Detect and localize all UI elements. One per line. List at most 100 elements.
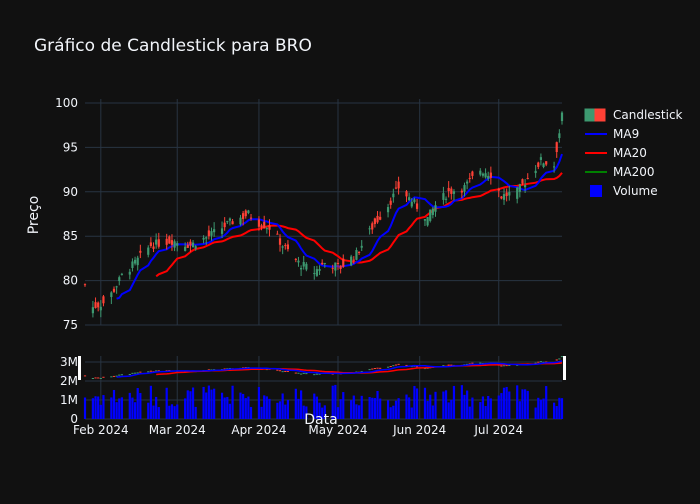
candle-body <box>379 216 382 220</box>
volume-bar <box>545 386 548 419</box>
range-slider-moving-averages <box>116 360 563 378</box>
volume-bar <box>534 407 537 419</box>
volume-bar <box>173 406 176 419</box>
volume-bar <box>276 402 279 419</box>
range-slider-right-handle[interactable] <box>563 356 566 380</box>
y-tick-label: 90 <box>63 185 78 199</box>
volume-bar <box>281 393 284 419</box>
volume-bars <box>83 384 564 419</box>
volume-bar <box>265 396 268 419</box>
volume-bar <box>226 396 229 419</box>
volume-bar <box>155 396 158 419</box>
volume-bar <box>500 393 503 419</box>
candle-body <box>202 237 205 240</box>
candle-body <box>321 262 324 265</box>
legend-item[interactable]: MA200 <box>585 165 654 179</box>
volume-bar <box>371 397 374 419</box>
legend-item[interactable]: MA9 <box>585 127 639 141</box>
candle-body <box>115 286 118 288</box>
mini-candle <box>360 371 363 373</box>
candle-body <box>131 261 134 268</box>
legend-item[interactable]: Volume <box>590 184 658 198</box>
volume-tick-label: 1M <box>60 393 78 407</box>
candle-body <box>305 263 308 270</box>
mini-candle <box>313 374 316 376</box>
candle-body <box>542 163 545 167</box>
volume-bar <box>149 385 152 419</box>
mini-candle <box>386 366 390 368</box>
candle-body <box>173 241 176 248</box>
mini-candle <box>278 370 282 372</box>
candle-body <box>331 267 334 269</box>
candle-body <box>410 201 413 207</box>
volume-bar <box>297 398 300 419</box>
candle-body <box>360 245 363 248</box>
price-moving-averages <box>116 153 563 300</box>
range-slider[interactable] <box>78 356 566 380</box>
volume-bar <box>207 385 210 419</box>
legend-item[interactable]: Candlestick <box>584 108 683 122</box>
mini-candle <box>560 356 564 358</box>
candle-body <box>394 187 398 189</box>
candle-body <box>286 244 290 250</box>
volume-bar <box>257 387 261 419</box>
candle-body <box>97 302 100 308</box>
candle-body <box>389 200 392 205</box>
candle-body <box>431 208 434 215</box>
volume-bar <box>210 389 213 419</box>
candle-body <box>83 284 87 286</box>
volume-bar <box>268 398 271 419</box>
mini-candle <box>392 365 395 367</box>
candle-body <box>168 236 171 244</box>
legend[interactable]: Candlestick MA9 MA20 MA200 Volume <box>584 108 683 198</box>
candle-body <box>450 188 453 194</box>
mini-candle <box>539 361 543 363</box>
candle-body <box>191 242 195 248</box>
range-slider-candles <box>83 356 564 379</box>
volume-bar <box>542 398 545 419</box>
candle-body <box>294 258 297 260</box>
candle-body <box>133 259 137 264</box>
candle-body <box>423 219 427 221</box>
mini-candle <box>131 372 134 374</box>
candle-body <box>112 288 116 292</box>
mini-candle <box>555 359 558 361</box>
volume-bar <box>442 391 445 419</box>
candle-body <box>518 184 521 192</box>
volume-bar <box>397 398 400 419</box>
candle-body <box>244 210 247 217</box>
volume-bar <box>392 405 395 419</box>
volume-bar <box>91 398 95 419</box>
candle-body <box>152 246 155 249</box>
candle-body <box>128 271 131 275</box>
volume-bar <box>152 405 155 419</box>
volume-bar <box>516 385 519 419</box>
mini-candle <box>207 369 210 371</box>
mini-candle <box>133 372 137 374</box>
volume-bar <box>147 402 150 419</box>
candle-body <box>479 170 482 175</box>
price-candles <box>83 111 564 318</box>
candle-body <box>155 239 158 245</box>
axis-ticks: 75 80 85 90 95 100 0 1M 2M 3M Feb 2024 Mar 2024 Apr … <box>55 96 523 437</box>
candle-body <box>497 188 500 191</box>
candle-body <box>405 191 408 197</box>
volume-bar <box>386 400 390 419</box>
range-slider-left-handle[interactable] <box>78 356 81 380</box>
candle-body <box>487 175 490 179</box>
candle-body <box>170 240 174 245</box>
volume-bar <box>223 397 226 419</box>
volume-bar <box>168 405 171 419</box>
volume-tick-label: 3M <box>60 355 78 369</box>
y-tick-label: 95 <box>63 140 78 154</box>
mini-candle <box>371 368 374 370</box>
volume-bar <box>460 385 463 419</box>
legend-item[interactable]: MA20 <box>585 146 647 160</box>
candle-body <box>373 218 376 224</box>
volume-bar <box>186 390 189 419</box>
volume-bar <box>120 397 123 419</box>
volume-bar <box>321 407 324 419</box>
candle-body <box>429 209 432 221</box>
volume-bar <box>191 387 195 419</box>
volume-bar <box>299 390 303 419</box>
